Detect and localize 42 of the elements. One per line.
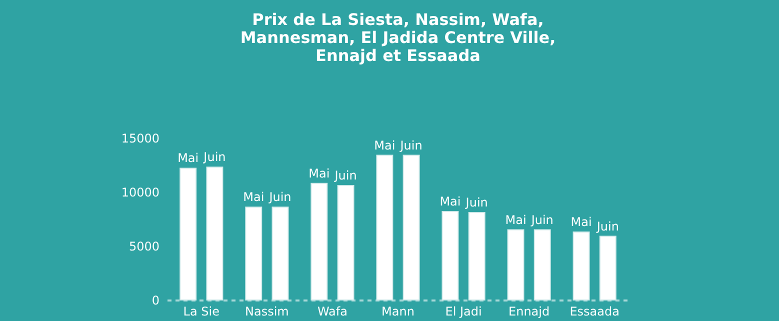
x-tick-label: Mann	[382, 304, 414, 318]
series-label: Juin	[530, 212, 554, 227]
text: Mai	[505, 212, 526, 227]
x-tick-label: Nassim	[245, 304, 289, 318]
text: Juin	[400, 138, 422, 152]
bar	[402, 154, 420, 300]
bar	[180, 168, 197, 300]
text: Mai	[440, 194, 461, 208]
text: Juin	[269, 190, 292, 204]
bar	[534, 229, 551, 300]
text: Mai	[308, 166, 330, 180]
bar	[376, 154, 394, 300]
text: Juin	[596, 219, 619, 234]
y-tick-label: 10000	[121, 186, 160, 200]
y-tick-label: 0	[152, 294, 160, 308]
text: Mai	[178, 151, 199, 166]
x-tick-label: Essaada	[570, 304, 620, 318]
text: Juin	[204, 150, 226, 164]
text: Prix de La Siesta, Nassim, Wafa,	[252, 10, 544, 29]
text: Juin	[334, 168, 357, 183]
bar	[468, 212, 486, 300]
x-tick-label: La Sie	[183, 304, 220, 318]
y-tick-label: 15000	[121, 132, 160, 146]
text: Ennajd et Essaada	[316, 46, 480, 65]
bar	[337, 185, 354, 300]
bar	[572, 231, 590, 300]
text: Juin	[466, 196, 488, 210]
x-tick-label: Ennajd	[508, 304, 550, 318]
bar	[272, 206, 289, 300]
text: Mai	[570, 214, 592, 229]
series-label: Mai	[374, 138, 396, 152]
bar	[206, 166, 224, 300]
y-tick-label: 5000	[128, 240, 160, 254]
bar	[599, 236, 616, 300]
bar	[442, 210, 459, 300]
text: Mannesman, El Jadida Centre Ville,	[240, 28, 556, 47]
bar	[310, 182, 328, 300]
bar	[245, 206, 262, 300]
x-tick-label: Wafa	[317, 304, 348, 318]
bar	[507, 229, 524, 300]
text: Mai	[243, 190, 264, 204]
x-tick-label: El Jadi	[445, 304, 482, 318]
